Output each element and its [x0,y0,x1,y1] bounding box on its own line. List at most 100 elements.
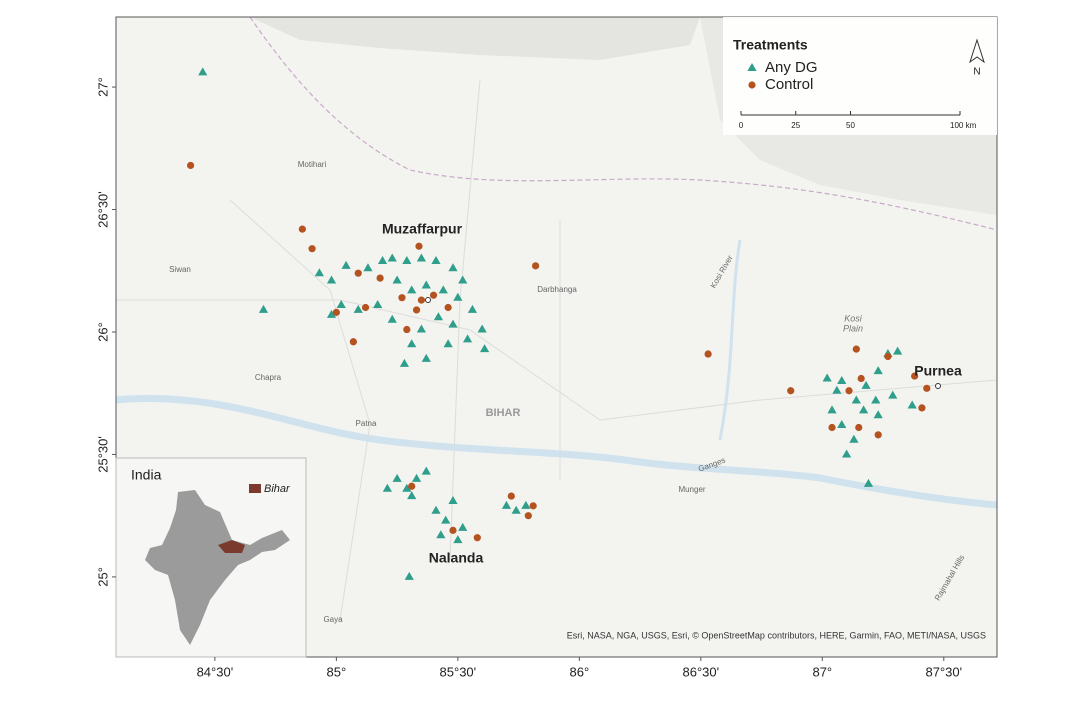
site-point [298,225,306,233]
place-label: Plain [843,323,863,333]
site-point [828,423,836,432]
site-point [907,400,917,409]
cluster-label: Purnea [914,363,962,379]
site-point [421,466,431,475]
site-point [842,449,852,458]
scale-label: 25 [791,121,800,130]
cluster-label: Muzaffarpur [382,221,463,237]
place-label: Munger [678,485,705,494]
site-point [458,275,468,284]
site-point [186,161,195,170]
hills [250,17,700,60]
site-point [353,304,363,313]
site-point [392,275,402,284]
site-point [837,420,847,429]
place-label: Darbhanga [537,285,577,294]
y-tick-label: 25° [95,567,110,587]
site-point [477,324,487,333]
site-point [704,350,712,358]
site-point [402,483,412,492]
site-point [449,526,457,534]
place-label: Patna [356,419,377,428]
inset-legend-label: Bihar [264,483,291,495]
x-tick-label: 86° [570,664,590,679]
site-point [332,308,340,316]
site-point [341,260,351,269]
city-dot [425,297,431,303]
legend-key [748,81,756,89]
site-point [884,352,892,361]
site-point [429,291,438,299]
legend-title: Treatments [733,37,808,53]
site-point [832,385,842,394]
site-point [387,253,397,262]
site-point [448,263,458,272]
site-point [521,500,531,509]
site-point [361,303,370,312]
legend-label: Any DG [765,59,818,76]
site-point [403,325,411,334]
y-tick-label: 27° [95,77,110,97]
y-tick-label: 25°30' [95,436,110,473]
site-point [336,300,346,309]
place-label: Siwan [169,265,191,274]
scale-label: 50 [846,121,855,130]
site-point [416,253,427,262]
map-frame [115,16,998,658]
site-point [855,423,863,432]
place-label: Motihari [298,160,327,169]
site-point [479,344,490,353]
site-point [923,384,931,392]
bihar-shape [218,540,245,553]
site-point [871,395,881,404]
site-point [404,571,414,580]
scale-label: 0 [739,121,744,130]
site-point [398,294,406,302]
inset-title: India [131,467,162,483]
site-point [416,324,427,333]
site-point [407,491,417,500]
site-point [874,431,882,439]
place-label: Kosi [844,313,863,323]
site-point [363,263,373,272]
x-tick-label: 85°30' [440,664,477,679]
site-point [349,338,357,346]
site-point [532,262,540,270]
site-point [431,255,441,264]
site-point [893,346,903,355]
place-label: Gaya [323,615,343,624]
attribution: Esri, NASA, NGA, USGS, Esri, © OpenStree… [567,630,986,640]
site-point [827,405,837,414]
site-point [529,502,537,510]
site-point [857,374,865,383]
site-point [407,285,417,294]
site-point [911,372,919,380]
roads [116,79,997,621]
site-point [448,319,458,328]
site-point [873,366,883,375]
site-point [462,334,473,343]
site-point [863,478,874,487]
site-point [373,300,383,309]
scale-label: 100 km [950,121,977,130]
site-point [861,380,871,389]
site-point [354,269,362,277]
site-point [377,255,388,264]
site-point [402,255,412,264]
y-tick-label: 26°30' [95,191,110,228]
river [116,394,997,509]
cluster-label: Nalanda [429,550,484,566]
x-tick-label: 87°30' [925,664,962,679]
site-point [314,268,324,277]
river [718,239,742,441]
site-point [918,404,926,412]
legend-label: Control [765,76,813,93]
site-point [849,434,859,443]
city-dot [935,383,941,389]
site-point [822,373,832,382]
legend-key [747,63,757,71]
place-label: BIHAR [486,407,521,419]
site-point [407,339,417,348]
site-point [417,296,426,304]
site-point [467,304,478,313]
